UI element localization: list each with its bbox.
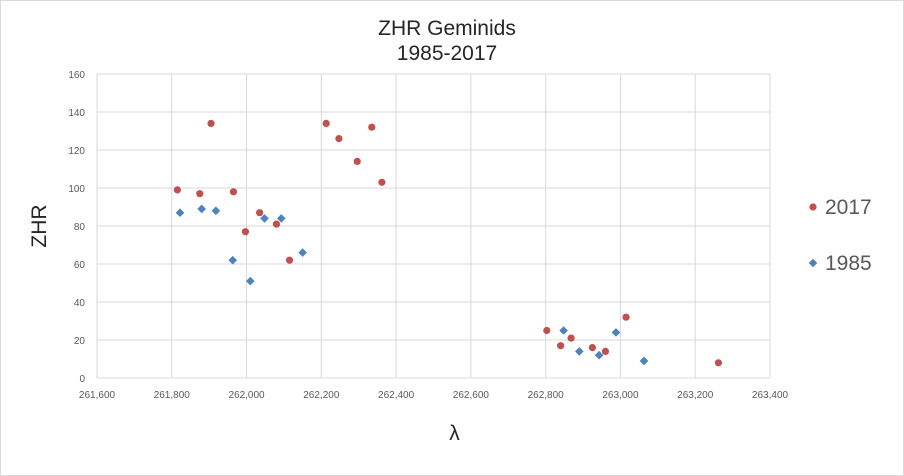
point-1985: [228, 255, 238, 265]
x-tick-label: 262,000: [228, 390, 265, 401]
y-tick-label: 40: [74, 298, 86, 309]
point-2017: [207, 119, 215, 127]
chart-title-line: ZHR Geminids: [378, 17, 516, 40]
point-1985: [575, 347, 584, 356]
y-axis-label: ZHR: [28, 204, 51, 247]
point-2017: [601, 347, 610, 355]
y-tick-label: 140: [68, 108, 85, 119]
point-2017: [229, 188, 238, 196]
point-2017: [378, 178, 386, 186]
x-axis-label: λ: [449, 422, 460, 445]
point-2017: [322, 119, 330, 127]
point-1985: [211, 206, 221, 216]
legend-label-2017: 2017: [825, 196, 872, 219]
point-2017: [353, 157, 361, 165]
point-1985: [175, 208, 185, 217]
point-2017: [368, 123, 376, 131]
chart-subtitle-line: 1985-2017: [396, 42, 498, 65]
point-1985: [594, 350, 604, 360]
point-2017: [335, 135, 343, 143]
point-2017: [285, 256, 294, 264]
y-tick-label: 20: [74, 336, 86, 347]
y-tick-label: 120: [68, 146, 85, 157]
x-tick-label: 262,800: [528, 390, 565, 401]
y-tick-label: 60: [74, 260, 86, 271]
point-2017: [173, 186, 181, 194]
legend-marker-1985: [808, 258, 818, 268]
x-tick-label: 263,000: [602, 390, 639, 401]
y-tick-label: 0: [79, 374, 85, 385]
chart-title: ZHR Geminids 1985-2017: [0, 16, 894, 66]
x-tick-label: 261,800: [154, 390, 191, 401]
x-tick-label: 262,400: [378, 390, 415, 401]
point-2017: [272, 220, 281, 228]
point-1985: [611, 328, 621, 337]
x-tick-label: 261,600: [79, 390, 116, 401]
point-1985: [639, 356, 649, 366]
y-tick-label: 100: [68, 184, 85, 195]
legend-label-1985: 1985: [825, 252, 872, 275]
point-1985: [260, 214, 269, 223]
point-2017: [557, 342, 565, 350]
point-2017: [588, 344, 597, 352]
y-tick-label: 160: [68, 70, 85, 81]
point-2017: [622, 313, 630, 321]
point-2017: [567, 334, 575, 342]
y-tick-labels: 0 20 40 60 80 100 120 140 160: [68, 70, 85, 385]
point-2017: [256, 209, 264, 217]
x-tick-label: 262,200: [303, 390, 340, 401]
point-1985: [245, 276, 255, 286]
legend-marker-2017: [809, 203, 817, 211]
point-2017: [196, 190, 204, 198]
point-2017: [241, 228, 250, 236]
point-1985: [197, 204, 206, 214]
legend: 2017 1985: [808, 196, 872, 275]
data-points: [173, 119, 723, 367]
point-2017: [714, 359, 723, 367]
point-1985: [559, 326, 568, 335]
x-tick-label: 263,400: [752, 390, 789, 401]
point-2017: [543, 326, 551, 335]
x-tick-label: 262,600: [453, 390, 490, 401]
point-1985: [277, 214, 286, 223]
x-tick-labels: 261,600 261,800 262,000 262,200 262,400 262,6…: [79, 390, 789, 401]
point-1985: [298, 248, 307, 257]
gridlines: [96, 73, 771, 379]
y-tick-label: 80: [74, 222, 86, 233]
x-tick-label: 263,200: [677, 390, 714, 401]
